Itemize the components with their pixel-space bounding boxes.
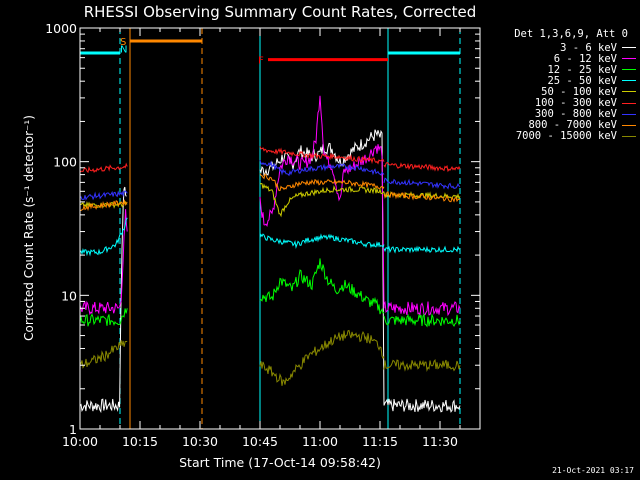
flag-label-1: S [120,37,126,48]
x-tick-label-2: 10:30 [182,434,218,449]
series-8-segment-2 [383,358,461,372]
series-5-segment-2 [383,162,461,173]
legend-entries: 3 - 6 keV 6 - 12 keV 12 - 25 keV 25 - 50 ke… [488,42,636,142]
series-0-segment-0 [79,186,127,414]
x-tick-label-3: 10:45 [242,434,278,449]
chart-title: RHESSI Observing Summary Count Rates, Co… [84,3,477,21]
x-tick-label-6: 11:30 [422,434,458,449]
y-tick-label-1: 10 [61,288,77,303]
flag-label-2: F [258,56,264,67]
legend-entry-2: 12 - 25 keV [488,63,636,76]
legend-label: 3 - 6 keV [560,41,617,54]
legend-label: 6 - 12 keV [553,52,617,65]
series-7-segment-1 [259,173,385,192]
series-8-segment-0 [79,340,128,369]
series-0-segment-2 [383,398,461,413]
y-tick-label-0: 1 [69,422,77,437]
legend-label: 300 - 800 keV [534,108,617,121]
legend-swatch [622,91,636,93]
timestamp: 21-Oct-2021 03:17 [552,466,634,475]
axis-ticks: 10:00 10:15 10:30 10:45 11:00 11:15 11:30 1 10 10… [45,21,480,449]
series-3-segment-1 [259,233,385,250]
legend-entry-6: 300 - 800 keV [488,108,636,121]
legend-entry-4: 50 - 100 keV [488,85,636,98]
series-3-segment-2 [383,245,461,254]
y-axis-label: Corrected Count Rate (s⁻¹ detector⁻¹) [22,115,36,341]
series-4-segment-1 [259,182,385,218]
series-5-segment-0 [79,162,128,174]
legend-entry-0: 3 - 6 keV [488,41,636,54]
legend-label: 100 - 300 keV [534,97,617,110]
series-1-segment-1 [259,95,385,309]
legend-swatch [622,69,636,71]
legend-label: 12 - 25 keV [547,63,617,76]
plot-frame [79,27,481,430]
legend-label: 7000 - 15000 keV [515,130,617,143]
y-tick-label-3: 1000 [45,21,77,36]
y-tick-label-2: 100 [53,155,77,170]
legend-swatch [622,113,636,115]
legend-swatch [622,135,636,137]
series-8-segment-1 [259,329,385,386]
x-tick-label-1: 10:15 [122,434,158,449]
x-tick-label-0: 10:00 [62,434,98,449]
legend-entry-8: 7000 - 15000 keV [488,130,636,143]
legend-entry-5: 100 - 300 keV [488,97,636,110]
series-5-segment-1 [259,146,385,165]
series-6-segment-1 [259,160,385,177]
series-2-segment-0 [79,308,128,327]
legend: Det 1,3,6,9, Att 0 3 - 6 keV 6 - 12 keV 12… [488,28,636,142]
series-4-segment-0 [79,200,128,209]
series-2-segment-1 [259,258,385,315]
series-2-segment-2 [383,312,461,328]
series-7-segment-0 [79,199,128,212]
legend-swatch [622,102,636,104]
series-1-segment-0 [79,209,128,316]
legend-entry-7: 800 - 7000 keV [488,119,636,132]
legend-swatch [622,47,636,49]
plot-area: S F N [79,28,461,429]
x-tick-label-4: 11:00 [302,434,338,449]
series-6-segment-0 [79,190,128,201]
series-7-segment-2 [383,191,461,203]
legend-label: 25 - 50 keV [547,74,617,87]
x-axis-label: Start Time (17-Oct-14 09:58:42) [179,455,381,470]
legend-swatch [622,80,636,82]
legend-swatch [622,58,636,60]
legend-detector-info: Det 1,3,6,9, Att 0 [514,28,628,40]
series-3-segment-0 [79,217,128,257]
legend-label: 50 - 100 keV [541,85,617,98]
x-tick-label-5: 11:15 [362,434,398,449]
series-0-segment-1 [259,129,385,406]
legend-swatch [622,124,636,126]
legend-label: 800 - 7000 keV [528,119,617,132]
legend-entry-3: 25 - 50 keV [488,74,636,87]
legend-entry-1: 6 - 12 keV [488,52,636,65]
series-1-segment-2 [383,300,461,317]
flag-label-4: N [120,45,127,56]
series-6-segment-2 [383,177,461,190]
